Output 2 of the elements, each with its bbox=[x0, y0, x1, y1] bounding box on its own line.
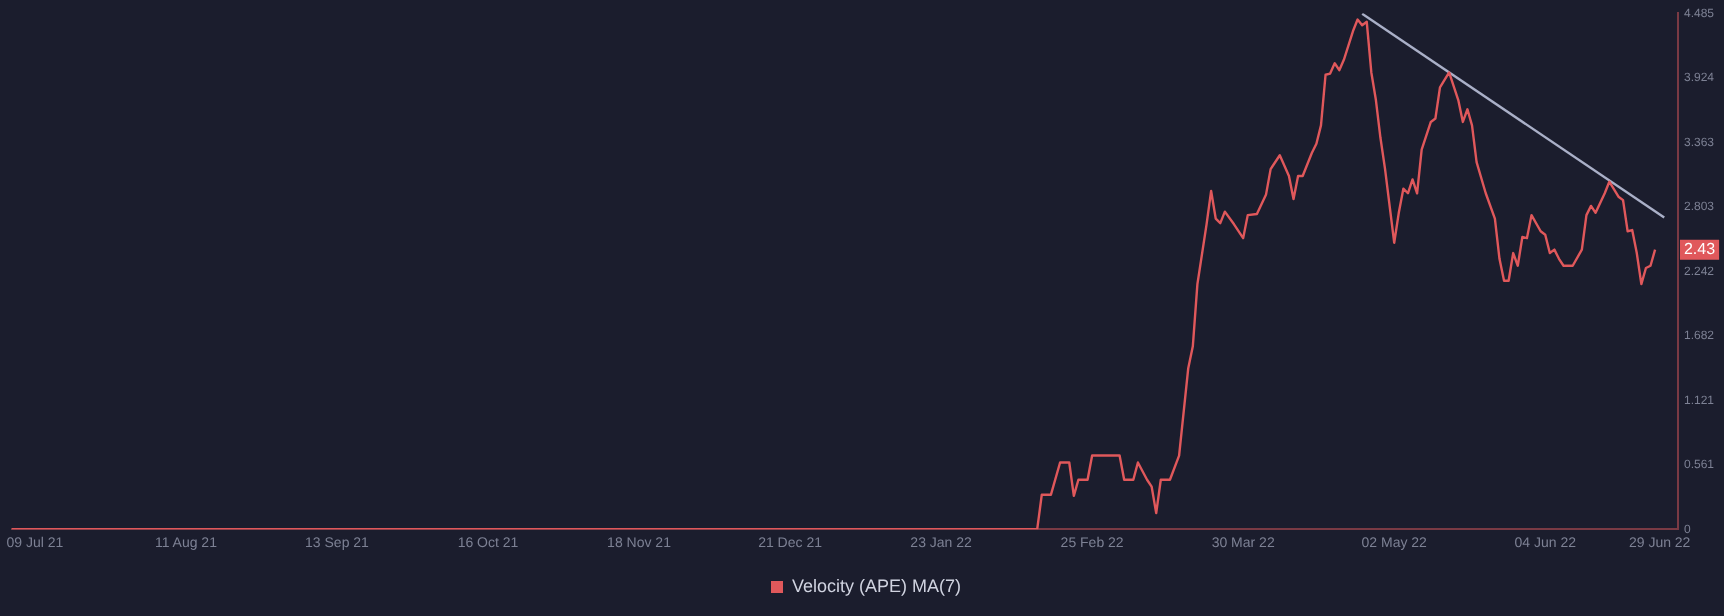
legend-label: Velocity (APE) MA(7) bbox=[791, 575, 962, 596]
text: 2.43 bbox=[1683, 240, 1717, 259]
